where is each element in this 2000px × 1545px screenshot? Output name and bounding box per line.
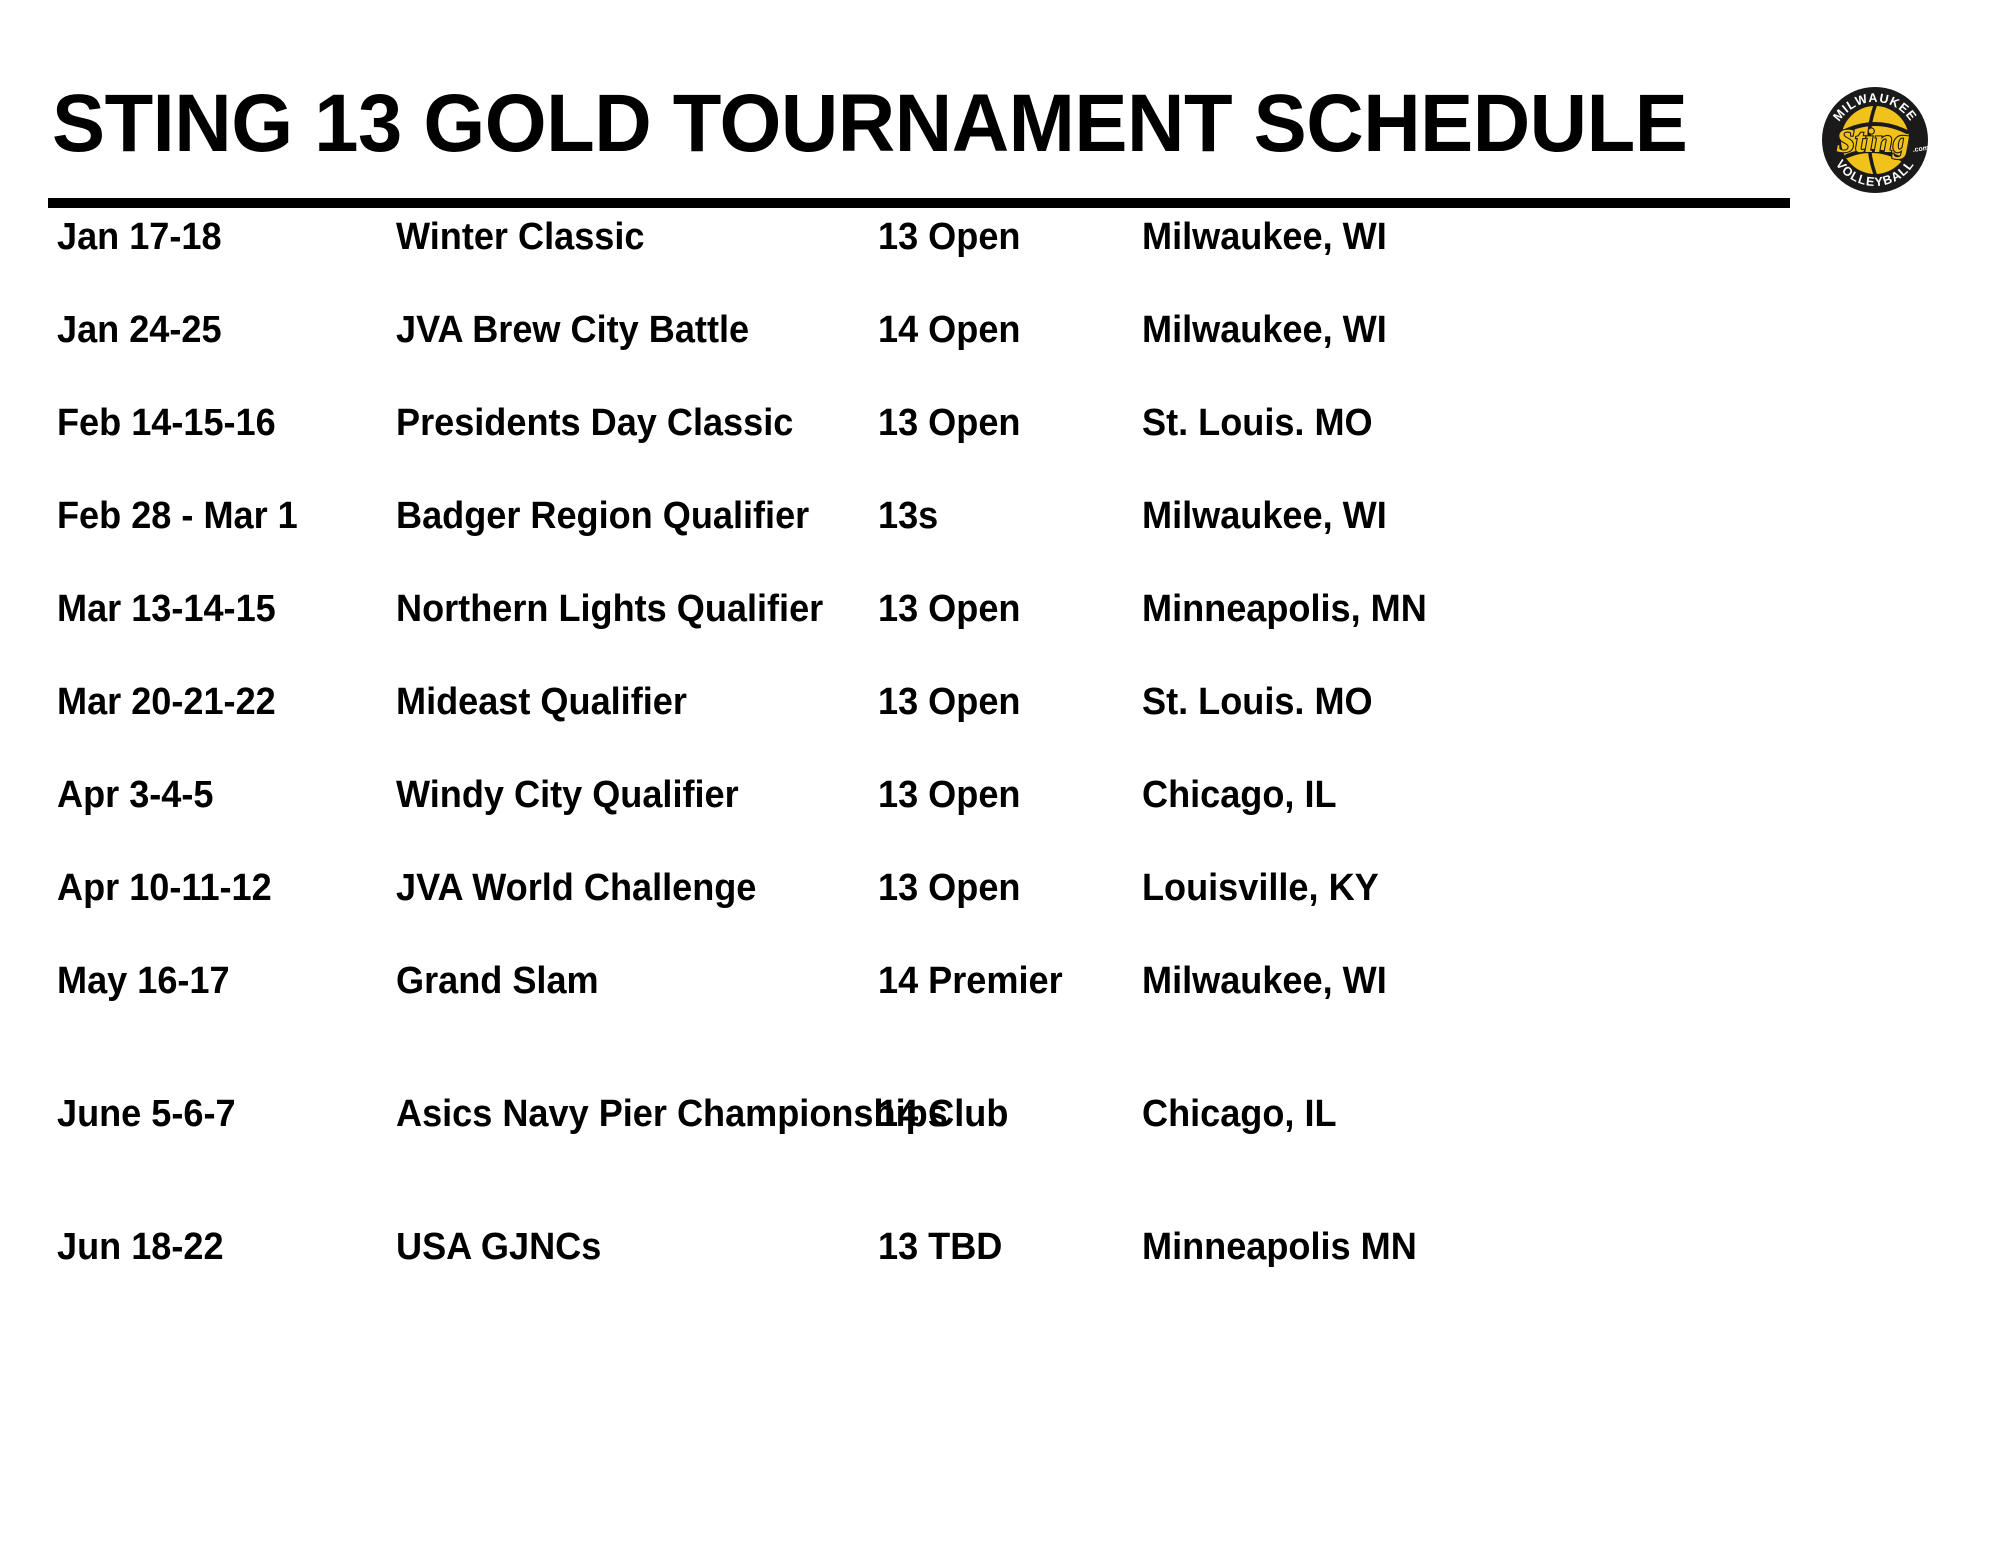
row-event-name: Asics Navy Pier Championships bbox=[396, 1093, 948, 1135]
table-row: Apr 10-11-12 JVA World Challenge 13 Open Lo… bbox=[0, 861, 2000, 954]
row-location: Chicago, IL bbox=[1142, 1093, 1337, 1135]
title-underline-rule bbox=[48, 198, 1790, 208]
row-location: Milwaukee, WI bbox=[1142, 495, 1387, 537]
row-division: 13 Open bbox=[878, 402, 1021, 444]
row-date: Jun 18-22 bbox=[57, 1226, 224, 1268]
row-date: Feb 28 - Mar 1 bbox=[57, 495, 298, 537]
row-location: Milwaukee, WI bbox=[1142, 309, 1387, 351]
row-date: Apr 3-4-5 bbox=[57, 774, 214, 816]
table-row: Apr 3-4-5 Windy City Qualifier 13 Open Chic… bbox=[0, 768, 2000, 861]
row-event-name: JVA Brew City Battle bbox=[396, 309, 750, 351]
table-row: Jan 24-25 JVA Brew City Battle 14 Open Milw… bbox=[0, 303, 2000, 396]
row-date: Apr 10-11-12 bbox=[57, 867, 272, 909]
row-date: Feb 14-15-16 bbox=[57, 402, 276, 444]
svg-text:.com: .com bbox=[1912, 145, 1929, 154]
row-location: St. Louis. MO bbox=[1142, 402, 1373, 444]
row-division: 13 TBD bbox=[878, 1226, 1003, 1268]
row-date: May 16-17 bbox=[57, 960, 230, 1002]
row-division: 13 Open bbox=[878, 867, 1021, 909]
row-location: Milwaukee, WI bbox=[1142, 216, 1387, 258]
row-date: June 5-6-7 bbox=[57, 1093, 236, 1135]
row-division: 14 Premier bbox=[878, 960, 1063, 1002]
page-title: STING 13 GOLD TOURNAMENT SCHEDULE bbox=[52, 78, 1688, 169]
row-event-name: JVA World Challenge bbox=[396, 867, 757, 909]
table-row: Mar 13-14-15 Northern Lights Qualifier 13 … bbox=[0, 582, 2000, 675]
row-division: 13 Open bbox=[878, 774, 1021, 816]
row-division: 13 Open bbox=[878, 588, 1021, 630]
row-date: Mar 20-21-22 bbox=[57, 681, 276, 723]
row-event-name: Grand Slam bbox=[396, 960, 599, 1002]
row-location: Minneapolis MN bbox=[1142, 1226, 1417, 1268]
table-row: June 5-6-7 Asics Navy Pier Championships 1… bbox=[0, 1087, 2000, 1180]
table-row: Feb 28 - Mar 1 Badger Region Qualifier 13s… bbox=[0, 489, 2000, 582]
row-location: Chicago, IL bbox=[1142, 774, 1337, 816]
row-location: Louisville, KY bbox=[1142, 867, 1379, 909]
table-row: Mar 20-21-22 Mideast Qualifier 13 Open St. … bbox=[0, 675, 2000, 768]
row-division: 13 Open bbox=[878, 681, 1021, 723]
table-row: May 16-17 Grand Slam 14 Premier Milwaukee, … bbox=[0, 954, 2000, 1047]
row-date: Jan 17-18 bbox=[57, 216, 222, 258]
row-location: Minneapolis, MN bbox=[1142, 588, 1427, 630]
row-event-name: Winter Classic bbox=[396, 216, 645, 258]
row-division: 13 Open bbox=[878, 216, 1021, 258]
tournament-schedule-table: Jan 17-18 Winter Classic 13 Open Milwaukee,… bbox=[0, 210, 2000, 1313]
row-event-name: Badger Region Qualifier bbox=[396, 495, 810, 537]
row-event-name: Northern Lights Qualifier bbox=[396, 588, 824, 630]
row-event-name: Presidents Day Classic bbox=[396, 402, 794, 444]
row-division: 14 Open bbox=[878, 309, 1021, 351]
row-event-name: Windy City Qualifier bbox=[396, 774, 739, 816]
row-location: Milwaukee, WI bbox=[1142, 960, 1387, 1002]
page-header: STING 13 GOLD TOURNAMENT SCHEDULE bbox=[0, 0, 2000, 210]
row-date: Jan 24-25 bbox=[57, 309, 222, 351]
row-event-name: USA GJNCs bbox=[396, 1226, 602, 1268]
row-location: St. Louis. MO bbox=[1142, 681, 1373, 723]
row-division: 14 Club bbox=[878, 1093, 1009, 1135]
table-row: Jan 17-18 Winter Classic 13 Open Milwaukee,… bbox=[0, 210, 2000, 303]
row-division: 13s bbox=[878, 495, 939, 537]
svg-text:Sting: Sting bbox=[1836, 123, 1910, 160]
table-row: Feb 14-15-16 Presidents Day Classic 13 Ope… bbox=[0, 396, 2000, 489]
sting-volleyball-logo: MILWAUKEE VOLLEYBALL Sting .com bbox=[1813, 78, 1937, 202]
row-event-name: Mideast Qualifier bbox=[396, 681, 687, 723]
row-date: Mar 13-14-15 bbox=[57, 588, 276, 630]
table-row: Jun 18-22 USA GJNCs 13 TBD Minneapolis MN bbox=[0, 1220, 2000, 1313]
